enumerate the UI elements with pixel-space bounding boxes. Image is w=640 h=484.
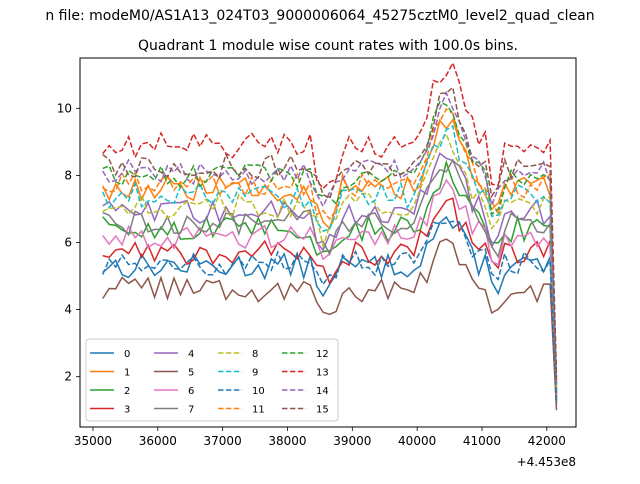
series-line-7 <box>102 158 558 394</box>
series-line-11 <box>102 107 558 387</box>
legend-label-10: 10 <box>252 386 265 397</box>
series-line-14 <box>102 90 558 384</box>
y-tick-label: 10 <box>57 101 72 115</box>
legend-label-12: 12 <box>316 349 329 360</box>
legend-label-6: 6 <box>188 386 194 397</box>
legend-label-5: 5 <box>188 368 194 379</box>
legend-label-4: 4 <box>188 349 194 360</box>
legend-label-7: 7 <box>188 405 194 416</box>
x-tick-label: 40000 <box>398 434 436 448</box>
series-lines <box>102 61 558 411</box>
legend-box <box>85 338 339 422</box>
y-axis: 2 4 6 8 10 <box>57 101 80 384</box>
series-line-9 <box>102 124 558 391</box>
x-tick-label: 36000 <box>139 434 177 448</box>
legend-label-2: 2 <box>124 386 130 397</box>
x-tick-label: 42000 <box>528 434 566 448</box>
x-tick-label: 37000 <box>204 434 242 448</box>
series-line-13 <box>102 61 558 377</box>
y-tick-label: 6 <box>64 236 72 250</box>
series-line-8 <box>102 132 558 391</box>
series-line-15 <box>102 86 558 381</box>
legend-label-8: 8 <box>252 349 258 360</box>
series-line-10 <box>102 220 558 404</box>
legend-label-9: 9 <box>252 368 258 379</box>
x-axis: 35000 36000 37000 38000 39000 40000 41000 42000 <box>74 427 566 448</box>
legend-label-3: 3 <box>124 405 130 416</box>
y-tick-label: 2 <box>64 370 72 384</box>
x-tick-label: 39000 <box>333 434 371 448</box>
legend-label-15: 15 <box>316 405 329 416</box>
legend-label-1: 1 <box>124 368 130 379</box>
legend-label-0: 0 <box>124 349 130 360</box>
y-tick-label: 4 <box>64 303 72 317</box>
figure-suptitle: n file: modeM0/AS1A13_024T03_9000006064_… <box>45 8 594 24</box>
series-line-3 <box>102 197 558 401</box>
series-line-5 <box>102 238 558 411</box>
x-offset-text: +4.453e8 <box>517 455 576 469</box>
series-line-4 <box>102 152 558 394</box>
y-tick-label: 8 <box>64 168 72 182</box>
x-tick-label: 38000 <box>268 434 306 448</box>
legend-label-13: 13 <box>316 368 329 379</box>
x-tick-label: 41000 <box>463 434 501 448</box>
legend-label-14: 14 <box>316 386 329 397</box>
chart-title: Quadrant 1 module wise count rates with … <box>138 38 518 54</box>
legend-label-11: 11 <box>252 405 265 416</box>
x-tick-label: 35000 <box>74 434 112 448</box>
